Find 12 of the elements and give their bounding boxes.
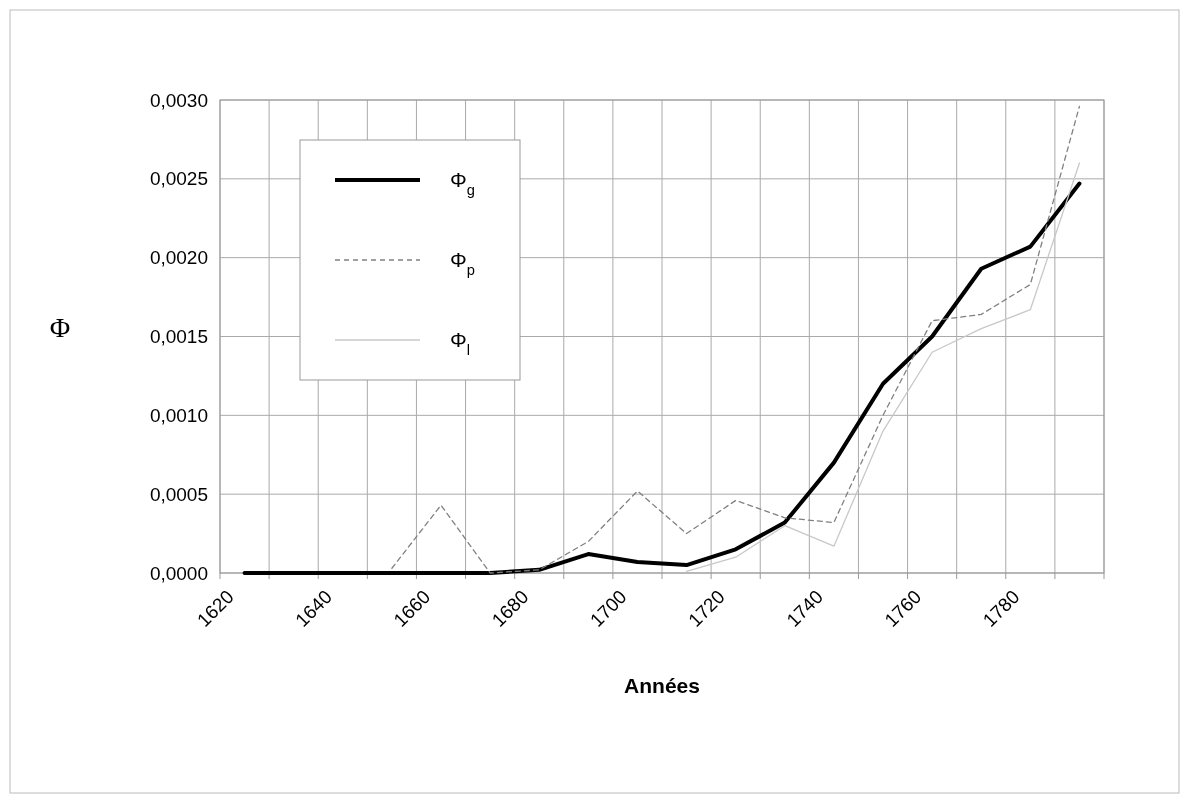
y-tick-label: 0,0005 [149,483,208,505]
y-tick-label: 0,0025 [149,168,208,190]
y-tick-label: 0,0030 [149,89,208,111]
y-tick-label: 0,0000 [149,562,208,584]
legend-label: Φ$_{g}$ [450,168,475,198]
y-tick-label: 0,0015 [149,326,208,348]
y-tick-label: 0,0020 [149,247,208,269]
legend-label: Φ$_{l}$ [450,328,471,358]
y-axis-title: Φ [49,311,71,343]
y-tick-label: 0,0010 [149,404,208,426]
x-axis-title: Années [624,674,700,697]
legend-label: Φ$_{p}$ [450,248,475,278]
